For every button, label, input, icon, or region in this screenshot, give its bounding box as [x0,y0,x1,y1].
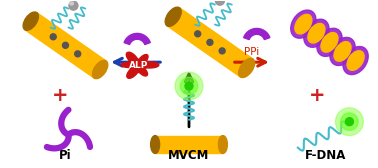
Ellipse shape [50,34,56,40]
Polygon shape [25,13,106,78]
Text: +: + [309,86,326,105]
Ellipse shape [343,47,368,75]
Ellipse shape [75,51,81,57]
Ellipse shape [185,82,193,90]
Ellipse shape [69,1,78,10]
Text: PPi: PPi [244,47,259,57]
Polygon shape [155,136,223,153]
Ellipse shape [23,12,39,30]
Text: F-DNA: F-DNA [305,149,346,162]
Ellipse shape [345,118,353,126]
Ellipse shape [330,37,355,66]
Ellipse shape [215,0,225,5]
Text: +: + [52,86,69,105]
Ellipse shape [335,108,363,136]
Ellipse shape [295,14,312,34]
Ellipse shape [304,19,329,47]
Ellipse shape [347,51,364,70]
Ellipse shape [62,42,68,48]
Ellipse shape [239,58,255,77]
Ellipse shape [165,7,181,26]
Text: Pi: Pi [59,149,72,162]
Ellipse shape [308,24,325,43]
Ellipse shape [207,39,213,45]
Text: ALP: ALP [129,61,148,70]
Polygon shape [244,28,270,40]
Polygon shape [167,8,253,77]
Ellipse shape [70,2,73,5]
Ellipse shape [317,28,342,56]
Polygon shape [124,33,150,45]
Ellipse shape [334,42,351,61]
Ellipse shape [291,10,316,38]
Polygon shape [121,52,159,78]
Ellipse shape [195,31,201,37]
Ellipse shape [218,136,227,153]
Ellipse shape [321,33,338,52]
Ellipse shape [151,136,160,153]
Text: MVCM: MVCM [168,149,210,162]
Ellipse shape [180,77,198,95]
Ellipse shape [341,113,358,130]
Ellipse shape [175,72,203,100]
Ellipse shape [93,60,108,79]
Ellipse shape [219,48,225,54]
